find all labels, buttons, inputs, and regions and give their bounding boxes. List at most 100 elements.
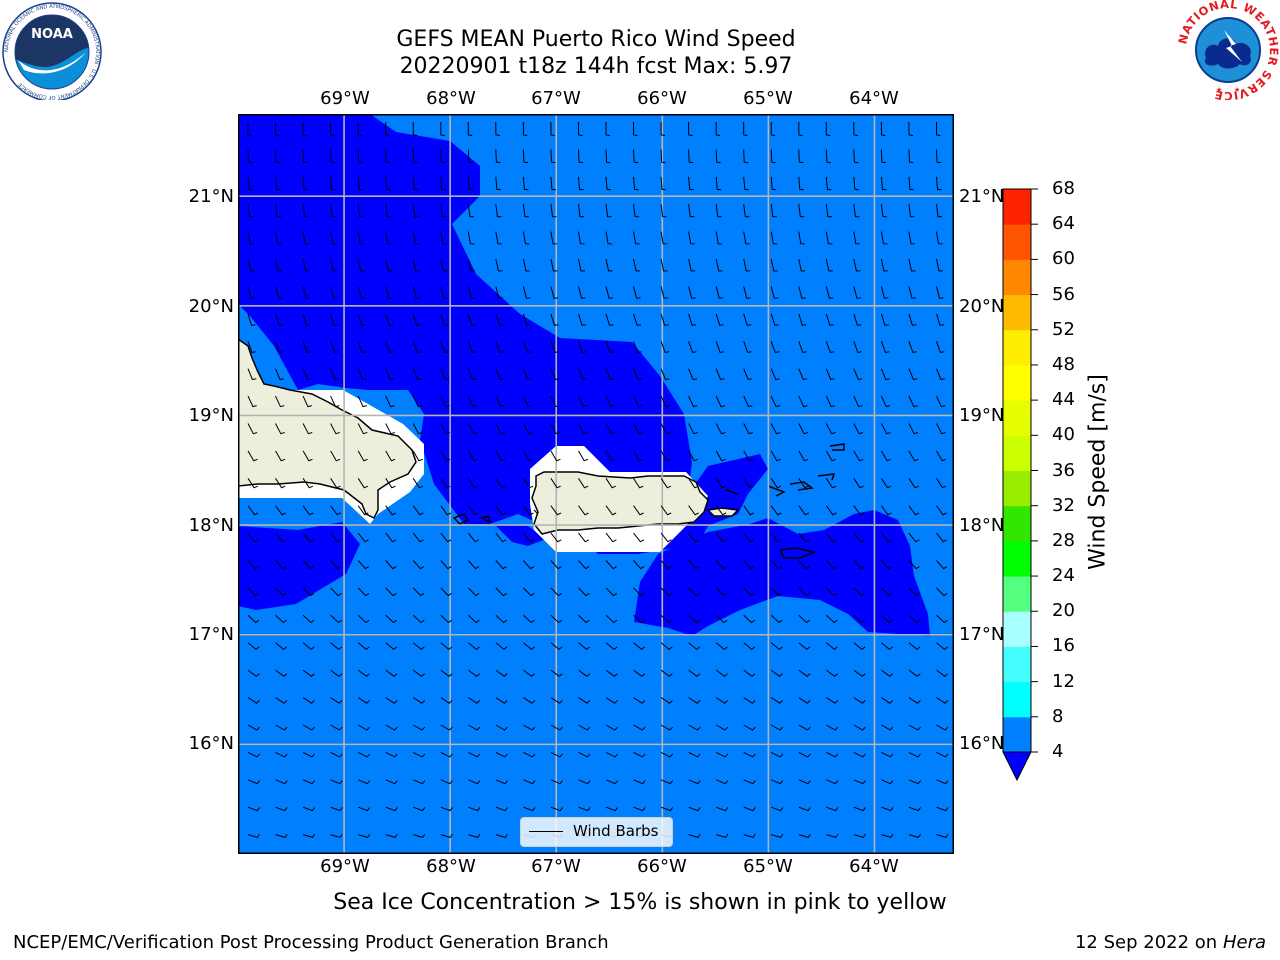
wind-barb (302, 423, 313, 435)
wind-barb (385, 313, 394, 326)
wind-barb (688, 122, 693, 137)
colorbar-swatch (1003, 400, 1031, 436)
dark-wind-zone-sw (238, 522, 360, 610)
wind-barb (715, 204, 722, 218)
wind-barb (550, 450, 561, 462)
lat-label-left: 19°N (188, 405, 234, 426)
wind-barb (550, 478, 561, 489)
wind-barb (275, 806, 288, 812)
lon-label-bottom: 66°W (637, 856, 687, 877)
wind-barbs (247, 121, 949, 838)
colorbar-tick-label: 36 (1052, 459, 1075, 481)
wind-barb (302, 614, 315, 624)
wind-barb (578, 642, 591, 651)
wind-barb (440, 341, 449, 353)
wind-barb (578, 204, 585, 218)
dark-wind-zone-north (238, 114, 768, 554)
wind-barb (908, 587, 921, 597)
wind-barb (825, 258, 833, 272)
wind-barb (275, 231, 282, 245)
wind-barb (357, 122, 363, 137)
wind-barb (826, 833, 839, 838)
wind-barb (247, 122, 253, 137)
wind-barb (550, 149, 556, 164)
land-puerto-rico (531, 471, 709, 535)
wind-barb (825, 614, 838, 624)
wind-barb (881, 532, 892, 543)
wind-barb (633, 341, 642, 353)
wind-barb (330, 532, 342, 543)
wind-barb (522, 341, 532, 353)
wind-barb (275, 669, 288, 677)
wind-barb (853, 642, 866, 651)
colorbar (1002, 188, 1038, 782)
wind-barb (412, 149, 418, 164)
wind-barb (605, 368, 615, 381)
wind-barb (275, 478, 286, 489)
wind-barb (633, 779, 646, 785)
lon-label-top: 65°W (743, 88, 793, 109)
wind-barb (908, 779, 921, 785)
wind-barb (826, 697, 839, 704)
wind-barb (440, 779, 453, 785)
wind-barb (578, 149, 584, 164)
wind-barb (440, 149, 446, 164)
wind-barb (247, 423, 258, 435)
wind-barb (495, 423, 506, 435)
wind-barb (357, 751, 371, 758)
wind-barb (605, 423, 616, 435)
wind-barb (302, 478, 314, 489)
wind-barb (357, 724, 371, 731)
wind-barb (688, 642, 701, 651)
wind-barb (385, 450, 396, 462)
wind-barb (522, 149, 528, 164)
colorbar-swatch (1003, 294, 1031, 331)
wind-barb (522, 450, 533, 462)
wind-barb (688, 697, 701, 704)
colorbar-tick-label: 4 (1052, 741, 1064, 762)
wind-barb (440, 614, 453, 624)
wind-barb (798, 587, 810, 597)
wind-barb (936, 395, 946, 408)
wind-barb (357, 176, 364, 191)
wind-barb (880, 395, 891, 408)
wind-barb (853, 176, 859, 191)
wind-barb (550, 587, 563, 597)
wind-barb (330, 614, 342, 624)
wind-barb (853, 505, 865, 516)
wind-barb (798, 450, 809, 462)
dark-wind-zone-se (634, 510, 930, 636)
wind-barb (825, 368, 835, 381)
wind-barb (275, 423, 285, 435)
wind-barb (660, 122, 666, 137)
wind-barb (330, 286, 338, 299)
wind-barb (853, 478, 864, 489)
wind-barb (468, 833, 481, 838)
wind-barb (936, 642, 949, 651)
wind-barb (550, 121, 556, 137)
wind-barb (440, 806, 453, 812)
wind-barb (302, 395, 312, 408)
wind-barb (743, 751, 756, 758)
wind-barb (798, 478, 809, 489)
colorbar-swatch (1003, 189, 1031, 225)
wind-barb (412, 532, 424, 543)
wind-barb (770, 395, 781, 408)
wind-barb (716, 806, 729, 812)
wind-barb (936, 669, 949, 677)
wind-barb (853, 614, 866, 624)
wind-barb (908, 149, 914, 164)
wind-barb (357, 231, 365, 245)
wind-barb (440, 669, 453, 677)
wind-barb (302, 779, 316, 785)
wind-barb (633, 697, 646, 704)
wind-barb (743, 204, 750, 218)
wind-barb (302, 341, 312, 353)
wind-barb (880, 478, 892, 489)
wind-barb (385, 478, 396, 489)
wind-barb (357, 313, 366, 326)
wind-barb (743, 669, 756, 677)
wind-barb (275, 587, 287, 597)
wind-barb (495, 368, 505, 381)
wind-barb (330, 176, 336, 191)
